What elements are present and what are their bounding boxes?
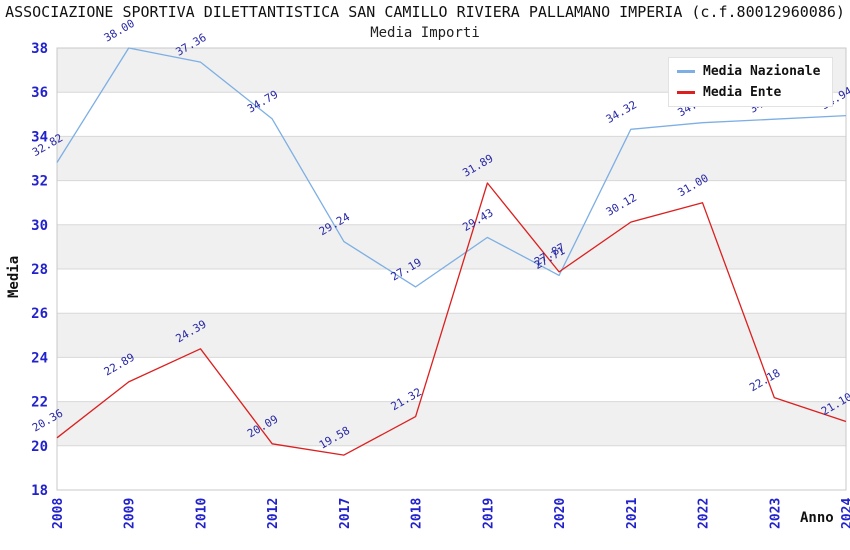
y-tick-label: 38 (31, 41, 48, 57)
legend-label: Media Ente (703, 85, 782, 100)
background-band (57, 313, 846, 358)
y-tick-label: 34 (31, 129, 48, 145)
x-tick-label: 2009 (123, 498, 138, 529)
x-tick-label: 2018 (410, 498, 425, 529)
y-tick-label: 24 (31, 350, 48, 366)
x-tick-label: 2012 (266, 498, 281, 529)
series-line-media-nazionale (56, 47, 847, 288)
x-tick-label: 2024 (840, 498, 850, 529)
y-tick-label: 32 (31, 174, 48, 190)
x-tick-label: 2008 (51, 498, 66, 529)
legend-item-media-ente: Media Ente (677, 84, 820, 101)
y-tick-label: 30 (31, 218, 48, 234)
point-label: 34.32 (604, 98, 639, 126)
y-tick-label: 18 (31, 483, 48, 499)
y-axis-title: Media (6, 255, 22, 298)
chart-subtitle: Media Importi (370, 25, 480, 41)
x-tick-label: 2019 (481, 498, 496, 529)
background-band (57, 401, 846, 446)
media-ente-line-swatch (677, 91, 695, 94)
background-band (57, 136, 846, 181)
y-tick-label: 26 (31, 306, 48, 322)
chart-title: ASSOCIAZIONE SPORTIVA DILETTANTISTICA SA… (5, 3, 845, 21)
legend-label: Media Nazionale (703, 64, 821, 79)
x-tick-label: 2021 (625, 498, 640, 529)
y-tick-label: 22 (31, 395, 48, 411)
legend: Media Nazionale Media Ente (668, 57, 834, 107)
y-tick-label: 28 (31, 262, 48, 278)
plot-border (56, 47, 847, 491)
legend-item-media-nazionale: Media Nazionale (677, 63, 820, 80)
point-label: 30.12 (604, 191, 639, 219)
x-tick-label: 2022 (697, 498, 712, 529)
x-tick-label: 2017 (338, 498, 353, 529)
y-tick-label: 20 (31, 439, 48, 455)
series-line-media-ente (56, 182, 847, 456)
media-nazionale-line-swatch (677, 70, 695, 73)
x-tick-label: 2023 (768, 498, 783, 529)
x-axis-title: Anno (800, 510, 834, 526)
x-tick-label: 2020 (553, 498, 568, 529)
y-tick-label: 36 (31, 85, 48, 101)
x-tick-label: 2010 (194, 498, 209, 529)
